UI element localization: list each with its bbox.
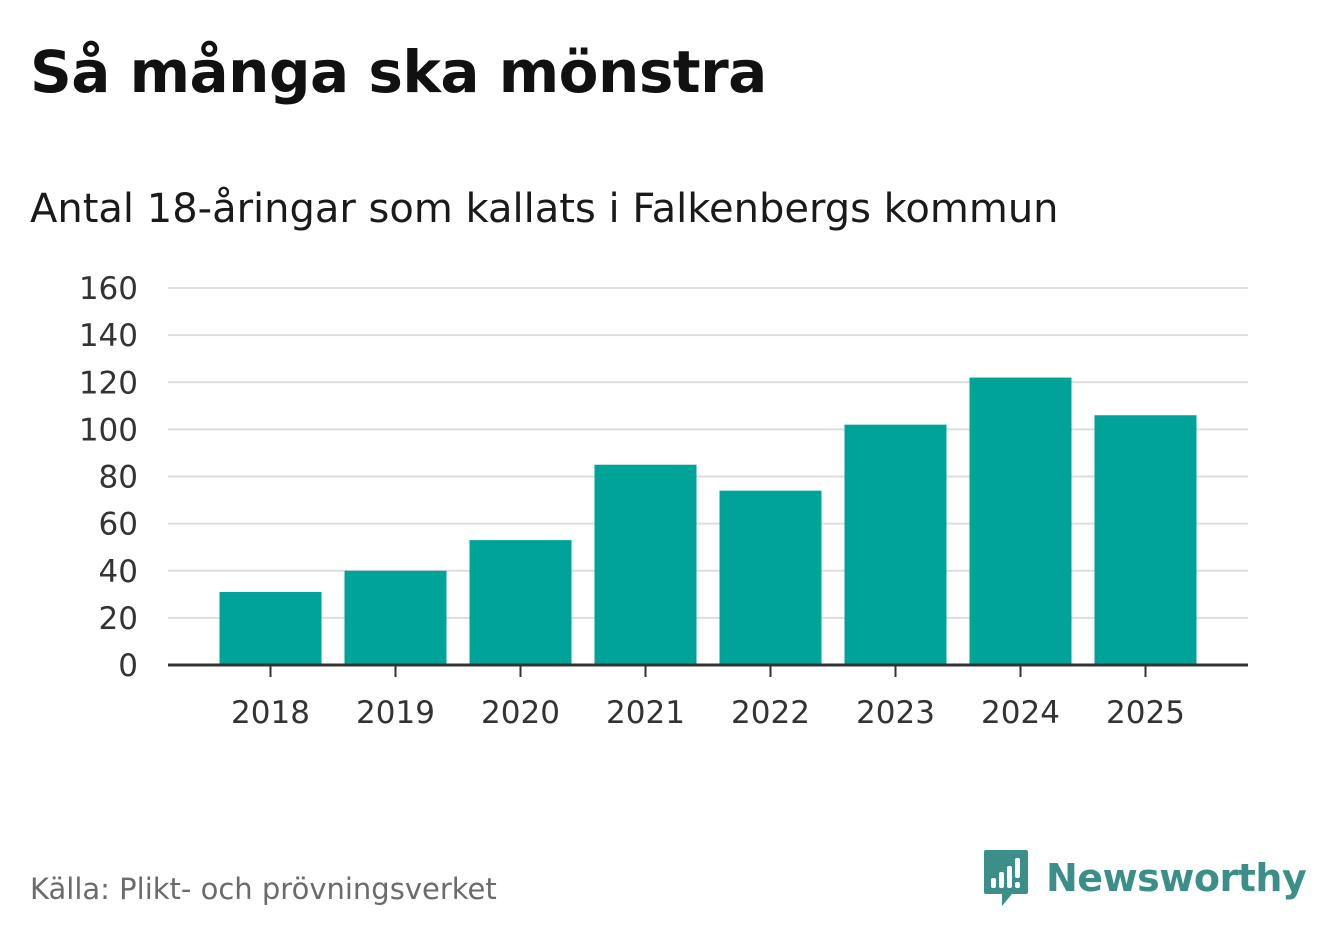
chart-title: Så många ska mönstra <box>30 38 767 106</box>
x-tick-label: 2023 <box>856 695 935 731</box>
x-axis-ticks: 2018 2019 2020 2021 2022 2023 2024 2025 <box>231 665 1185 731</box>
y-tick-label: 0 <box>118 648 138 684</box>
bar-2024 <box>969 377 1072 665</box>
x-tick-label: 2021 <box>606 695 685 731</box>
y-tick-label: 40 <box>99 554 138 590</box>
bar-2025 <box>1094 415 1197 665</box>
y-tick-label: 120 <box>79 365 138 401</box>
bar-2023 <box>844 424 947 665</box>
x-tick-label: 2022 <box>731 695 810 731</box>
x-tick-label: 2018 <box>231 695 310 731</box>
grid-lines <box>168 287 1248 619</box>
bar-2022 <box>719 490 822 665</box>
bar-2019 <box>344 570 447 665</box>
x-tick-label: 2024 <box>981 695 1060 731</box>
y-tick-label: 20 <box>99 601 138 637</box>
x-tick-label: 2025 <box>1106 695 1185 731</box>
y-tick-label: 60 <box>99 507 138 543</box>
bar-2018 <box>219 591 322 665</box>
bar-2020 <box>469 540 572 665</box>
y-tick-label: 140 <box>79 318 138 354</box>
y-tick-label: 80 <box>99 460 138 496</box>
source-note: Källa: Plikt- och prövningsverket <box>30 872 497 906</box>
x-tick-label: 2020 <box>481 695 560 731</box>
y-tick-label: 100 <box>79 412 138 448</box>
brand: Newsworthy <box>982 848 1307 908</box>
bar-2021 <box>594 464 697 665</box>
bars <box>219 377 1197 665</box>
brand-name: Newsworthy <box>1046 856 1307 900</box>
chart-subtitle: Antal 18-åringar som kallats i Falkenber… <box>30 186 1059 232</box>
y-axis-ticks: 0 20 40 60 80 100 120 140 160 <box>79 271 138 684</box>
x-tick-label: 2019 <box>356 695 435 731</box>
newsworthy-logo-icon <box>984 850 1028 906</box>
y-tick-label: 160 <box>79 271 138 307</box>
